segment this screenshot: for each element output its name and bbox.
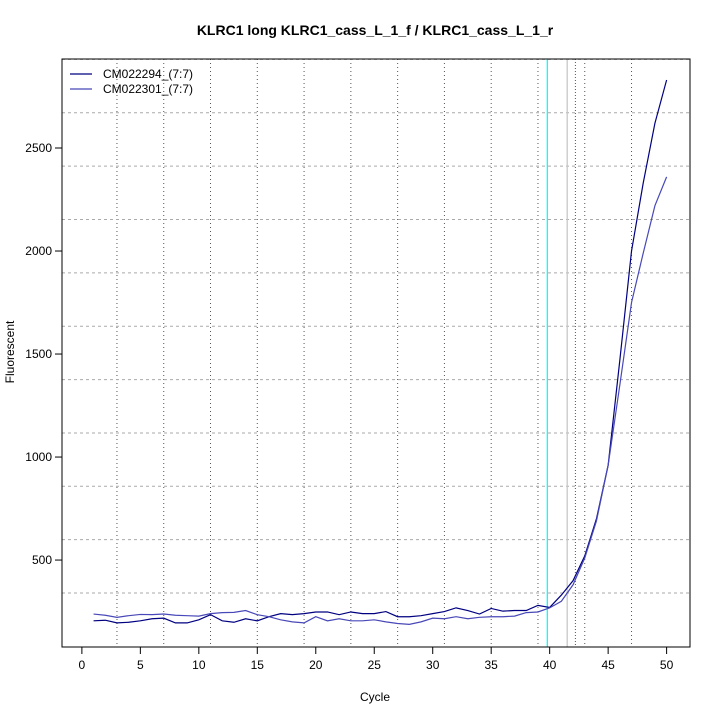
legend-label: CM022301_(7:7)	[103, 82, 193, 96]
series-lines	[93, 79, 668, 625]
threshold-lines	[546, 59, 568, 647]
x-tick-label: 10	[192, 658, 206, 672]
x-tick-label: 50	[660, 658, 674, 672]
y-axis: 500 1000 1500 2000 2500	[25, 141, 62, 567]
x-tick-label: 45	[601, 658, 615, 672]
x-tick-label: 5	[137, 658, 144, 672]
x-tick-label: 0	[79, 658, 86, 672]
legend-label: CM022294_(7:7)	[103, 67, 193, 81]
legend: CM022294_(7:7)CM022301_(7:7)	[70, 67, 193, 96]
x-tick-label: 25	[368, 658, 382, 672]
y-tick-label: 2000	[25, 244, 52, 258]
series-line	[93, 79, 668, 624]
y-axis-label: Fluorescent	[3, 320, 17, 383]
x-tick-label: 30	[426, 658, 440, 672]
chart-title: KLRC1 long KLRC1_cass_L_1_f / KLRC1_cass…	[197, 22, 554, 38]
x-tick-label: 35	[485, 658, 499, 672]
y-tick-label: 1000	[25, 450, 52, 464]
x-tick-label: 20	[309, 658, 323, 672]
x-tick-label: 40	[543, 658, 557, 672]
y-tick-label: 2500	[25, 141, 52, 155]
x-axis: 0 5 10 15 20 25 30 35 40 45 50	[79, 646, 674, 672]
y-tick-label: 500	[32, 553, 52, 567]
y-tick-label: 1500	[25, 347, 52, 361]
grid	[62, 58, 690, 647]
plot-frame	[61, 58, 691, 648]
series-line	[93, 176, 668, 625]
x-tick-label: 15	[251, 658, 265, 672]
x-axis-label: Cycle	[360, 690, 390, 704]
